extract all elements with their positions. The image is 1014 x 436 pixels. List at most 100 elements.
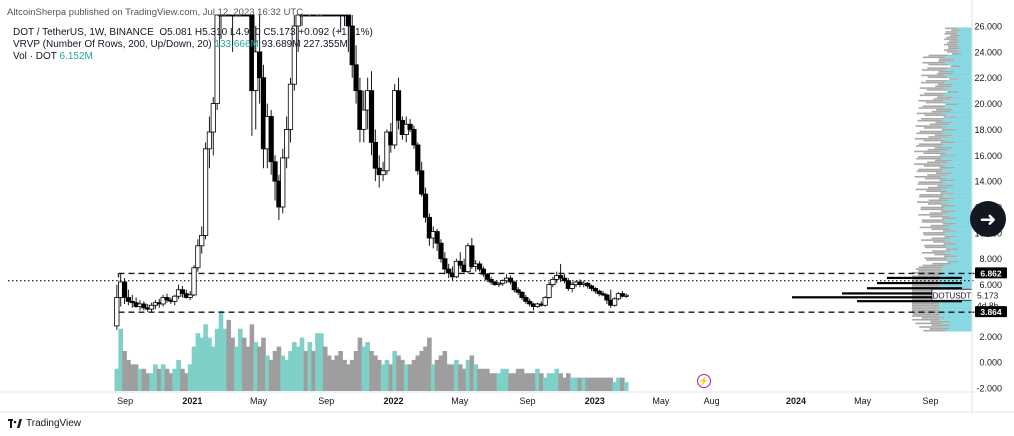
- volume-bar: [616, 377, 621, 391]
- vrvp-total-value: 227.355M: [303, 39, 348, 50]
- volume-bar: [515, 368, 521, 391]
- candle-body: [561, 277, 568, 282]
- vrvp-row-up: [943, 130, 972, 133]
- candle-body: [511, 281, 517, 291]
- next-chart-button[interactable]: ➜: [970, 201, 1006, 237]
- volume-bar: [623, 382, 629, 391]
- time-tick-label: Sep: [922, 396, 938, 406]
- vrvp-row-up: [958, 51, 972, 53]
- volume-bar: [191, 346, 197, 391]
- volume-bar: [187, 364, 193, 391]
- vrvp-row-up: [941, 132, 972, 135]
- time-tick-label: May: [854, 396, 872, 406]
- volume-bar: [210, 346, 216, 391]
- vrvp-row-up: [941, 157, 972, 160]
- vrvp-row-up: [941, 201, 972, 203]
- volume-bar: [400, 359, 405, 391]
- vrvp-row-up: [942, 273, 972, 276]
- vrvp-row-up: [943, 326, 972, 328]
- tradingview-logo-icon: [8, 419, 22, 428]
- price-tick-label: 8.000: [979, 254, 1002, 264]
- candle-body: [195, 245, 201, 269]
- volume-bar: [176, 359, 181, 391]
- vrvp-row-up: [948, 328, 972, 330]
- volume-bar: [465, 359, 471, 391]
- vrvp-row-up: [939, 306, 972, 308]
- volume-bar: [280, 355, 286, 391]
- vrvp-row-up: [946, 101, 972, 104]
- vrvp-row-up: [940, 175, 972, 178]
- candle-body: [411, 129, 417, 146]
- candle-body: [569, 284, 575, 289]
- vrvp-row-up: [942, 156, 972, 158]
- candle-body: [172, 295, 178, 302]
- candle-body: [349, 25, 355, 66]
- candle-body: [125, 297, 131, 302]
- volume-bar: [234, 346, 239, 391]
- vrvp-row-up: [940, 125, 972, 127]
- vrvp-row-up: [951, 147, 972, 149]
- vrvp-row-up: [945, 114, 972, 117]
- candle-body: [291, 25, 297, 85]
- vrvp-poc-bar: [842, 292, 962, 295]
- vrvp-row-up: [943, 87, 972, 89]
- vrvp-row-up: [956, 38, 972, 41]
- vrvp-row-up: [954, 210, 972, 212]
- candle-body: [280, 157, 286, 208]
- vrvp-row-up: [945, 232, 972, 234]
- lightning-icon[interactable]: ⚡: [697, 374, 711, 388]
- price-tick-label: 14.000: [974, 177, 1002, 187]
- vrvp-row-up: [958, 47, 972, 50]
- vrvp-row-up: [955, 223, 972, 225]
- candle-body: [164, 297, 170, 301]
- vrvp-label[interactable]: VRVP (Number Of Rows, 200, Up/Down, 20): [13, 39, 212, 50]
- tradingview-logo-text: TradingView: [26, 418, 82, 429]
- volume-bar: [430, 364, 436, 391]
- candle-body: [199, 235, 205, 247]
- vrvp-row-up: [945, 152, 972, 155]
- candle-body: [395, 90, 402, 121]
- vrvp-row-up: [956, 49, 972, 51]
- candle-body: [480, 268, 487, 275]
- volume-bar: [307, 342, 313, 391]
- volume-bar: [531, 373, 536, 391]
- time-tick-label: 2022: [384, 396, 404, 406]
- time-tick-label: Sep: [520, 396, 536, 406]
- volume-bar: [612, 382, 617, 391]
- vrvp-poc-bar: [867, 287, 962, 290]
- price-label-bg-lower: [975, 306, 1007, 318]
- vrvp-row-up: [951, 121, 972, 124]
- vrvp-row-up: [949, 228, 972, 231]
- vrvp-row-up: [939, 311, 972, 314]
- volume-bar: [349, 359, 355, 391]
- volume-bar: [535, 368, 540, 391]
- vrvp-row-up: [958, 42, 972, 44]
- volume-bar: [407, 364, 413, 391]
- vrvp-row-up: [939, 279, 972, 281]
- volume-label[interactable]: Vol · DOT: [13, 51, 57, 62]
- candle-body: [272, 161, 278, 182]
- vrvp-down-value: 93.689M: [261, 39, 301, 50]
- volume-bar: [326, 355, 332, 391]
- candle-body: [129, 300, 135, 304]
- time-tick-label: 2021: [182, 396, 202, 406]
- candle-body: [585, 282, 591, 287]
- volume-bar: [539, 373, 544, 391]
- candle-body: [507, 277, 514, 283]
- volume-value: 6.152M: [59, 51, 93, 62]
- vrvp-row-up: [955, 217, 972, 220]
- volume-bar: [581, 377, 587, 391]
- vrvp-row-up: [952, 109, 972, 111]
- vrvp-row-up: [942, 270, 972, 272]
- volume-bar: [523, 373, 529, 391]
- symbol-label[interactable]: DOT / TetherUS, 1W, BINANCE: [13, 27, 154, 38]
- vrvp-row-up: [944, 251, 972, 254]
- volume-bar: [156, 368, 162, 391]
- vrvp-row-up: [942, 168, 972, 171]
- vrvp-row-up: [941, 119, 972, 122]
- candle-body: [623, 294, 629, 297]
- vrvp-row-up: [939, 308, 972, 310]
- candle-body: [210, 103, 216, 133]
- candle-body: [500, 280, 506, 284]
